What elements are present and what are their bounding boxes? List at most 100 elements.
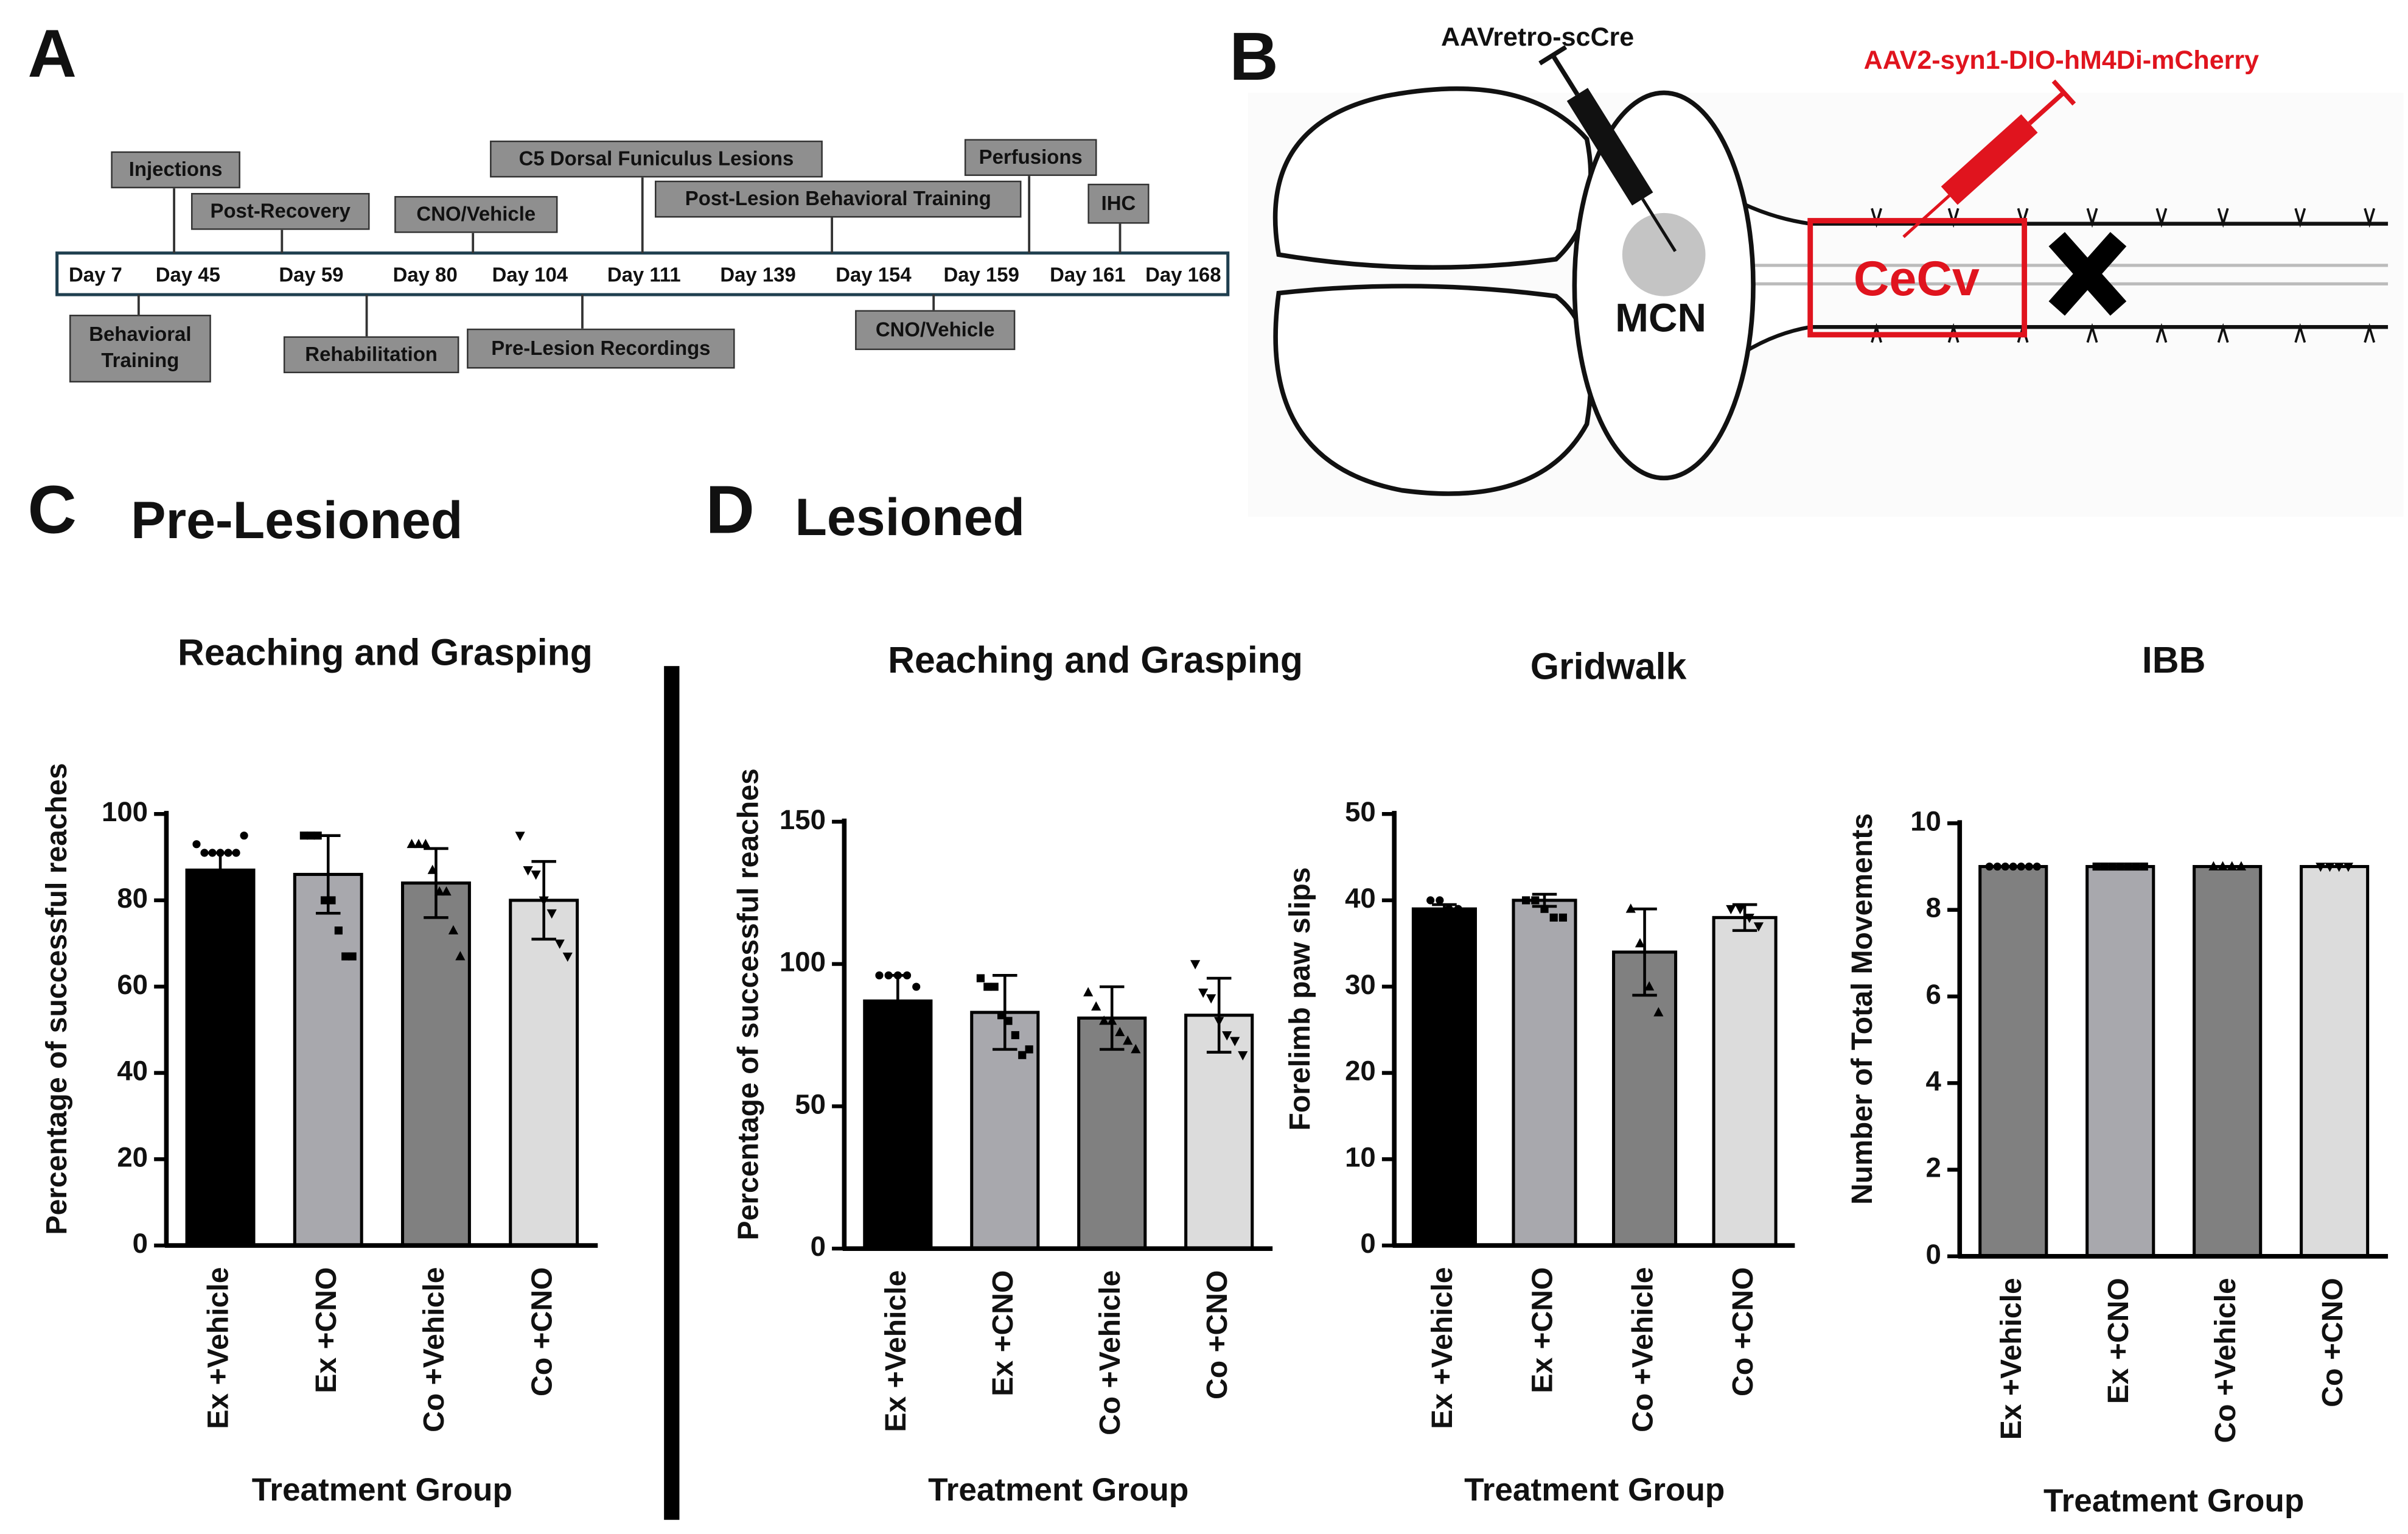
event-box: CNO/Vehicle (394, 196, 558, 233)
data-point (515, 832, 525, 841)
x-axis-label: Treatment Group (1464, 1472, 1725, 1508)
y-tick-label: 80 (117, 883, 148, 914)
data-point (1635, 938, 1645, 948)
data-point (2092, 862, 2101, 871)
data-point (2132, 862, 2140, 871)
event-label: Behavioral Training (69, 314, 211, 383)
data-point (341, 952, 350, 961)
data-point (893, 971, 902, 979)
hemisphere (1272, 86, 1593, 270)
syringe (1538, 45, 1677, 253)
data-point (2124, 862, 2132, 871)
x-tick-label: Co +CNO (1726, 1267, 1759, 1396)
event-box: Injections (111, 151, 240, 189)
data-point (1522, 896, 1530, 905)
data-point (1993, 862, 2001, 871)
data-point (407, 838, 417, 849)
data-point (1198, 989, 1209, 998)
event-box: C5 Dorsal Funiculus Lesions (490, 140, 823, 178)
data-point (2108, 862, 2117, 871)
data-point (1206, 994, 1216, 1004)
data-point (531, 870, 541, 880)
data-point (427, 864, 438, 874)
data-point (2227, 861, 2237, 870)
panel-title: Pre-Lesioned (131, 491, 462, 550)
event-box: Rehabilitation (283, 336, 459, 374)
error-bar (1432, 903, 1457, 915)
day-label: Day 168 (1145, 263, 1221, 285)
bar (1411, 907, 1477, 1247)
data-point (1549, 913, 1558, 922)
day-label: Day 7 (69, 263, 122, 285)
y-tick-label: 60 (117, 969, 148, 1000)
root (2086, 208, 2098, 343)
data-point (441, 886, 452, 896)
bar (1512, 898, 1577, 1247)
syringe (1902, 79, 2076, 239)
data-point (554, 939, 565, 949)
data-point (1238, 1051, 1248, 1061)
event-label: Perfusions (964, 139, 1097, 177)
timeline: Day 7 Day 45 Day 59 Day 80 Day 104 Day 111 Day… (69, 139, 1221, 383)
data-point (348, 952, 357, 961)
day-label: Day 80 (393, 263, 458, 285)
data-point (983, 982, 992, 991)
brain-diagram: AAVretro-scCre AAV2-syn1-DIO-hM4Di-mCher… (1248, 23, 2404, 517)
data-point (1744, 914, 1754, 923)
data-point (523, 866, 533, 876)
data-point (2001, 862, 2009, 871)
event-label: Post-Lesion Behavioral Training (654, 180, 1022, 218)
day-label: Day 59 (279, 263, 343, 285)
data-point (1115, 1026, 1125, 1037)
day-label: Day 111 (607, 263, 681, 285)
separator (664, 666, 680, 1520)
event-box: Behavioral Training (69, 314, 211, 383)
x-tick-label: Co +CNO (2316, 1278, 2349, 1407)
data-point (1625, 903, 1636, 913)
data-point (2033, 862, 2041, 871)
y-axis-label: Forelimb paw slips (1283, 867, 1316, 1131)
day-label: Day 139 (720, 263, 795, 285)
hemisphere (1273, 284, 1593, 496)
data-point (990, 982, 999, 991)
data-point (562, 952, 573, 962)
x-axis-label: Treatment Group (928, 1472, 1188, 1508)
data-point (413, 838, 424, 849)
panel-letter: D (706, 471, 755, 547)
y-tick-label: 40 (117, 1056, 148, 1087)
data-point (1004, 1017, 1013, 1025)
event-box: CNO/Vehicle (855, 310, 1016, 351)
data-point (1011, 1031, 1019, 1040)
data-point (976, 974, 985, 982)
injection-label: AAV2-syn1-DIO-hM4Di-mCherry (1864, 46, 2259, 75)
day-label: Day 45 (156, 263, 220, 285)
data-point (2334, 863, 2344, 872)
y-axis-label: Percentage of successful reaches (732, 768, 765, 1240)
data-point (232, 849, 240, 857)
x-tick-label: Ex +Vehicle (1426, 1267, 1459, 1429)
data-point (1531, 896, 1540, 905)
data-point (997, 1011, 1006, 1020)
data-point (224, 849, 232, 857)
data-point (1222, 1031, 1232, 1041)
root (2155, 208, 2168, 343)
data-point (539, 896, 549, 906)
x-tick-label: Ex +CNO (1526, 1267, 1559, 1393)
nucleus-label: MCN (1615, 295, 1706, 340)
event-label: Post-Recovery (190, 192, 370, 230)
error-bar (1732, 903, 1757, 932)
event-label: C5 Dorsal Funiculus Lesions (490, 140, 823, 178)
y-tick-label: 0 (133, 1228, 148, 1259)
data-point (1454, 905, 1462, 913)
x-tick-label: Co +CNO (1201, 1270, 1234, 1399)
data-point (1190, 960, 1201, 970)
panel-letter: C (28, 471, 77, 547)
panel-letter: A (28, 15, 77, 91)
bar (1978, 865, 2048, 1258)
y-tick-label: 2 (1926, 1152, 1941, 1183)
chart-title: Gridwalk (1530, 645, 1687, 687)
event-label: Injections (111, 151, 240, 189)
x-axis-label: Treatment Group (2043, 1483, 2304, 1519)
data-point (1753, 922, 1764, 932)
